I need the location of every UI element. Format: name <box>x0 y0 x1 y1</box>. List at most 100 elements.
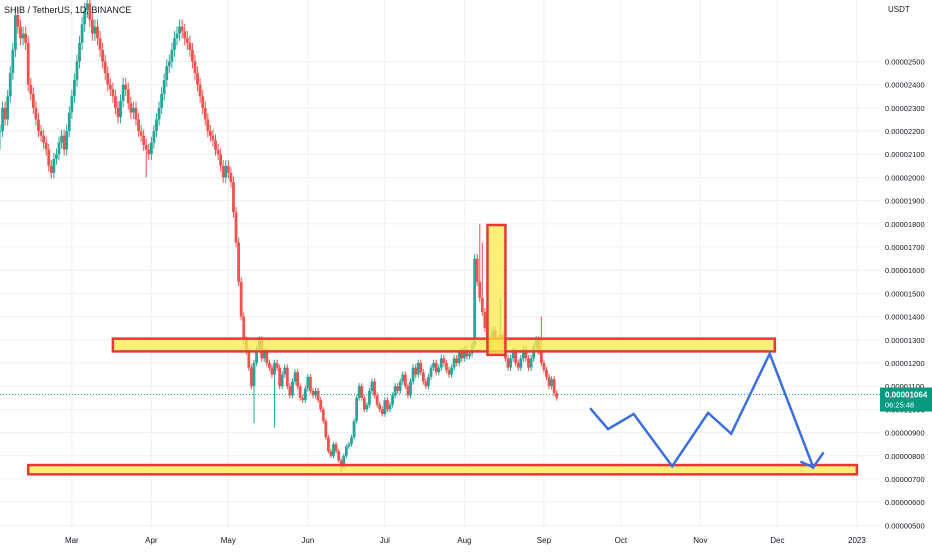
candle-body <box>414 367 418 375</box>
candle <box>250 364 253 390</box>
candle-body <box>6 96 10 120</box>
candle <box>132 101 135 119</box>
candle <box>147 143 151 161</box>
candle-body <box>52 158 56 173</box>
candle-body <box>203 107 207 120</box>
candle-body <box>214 140 217 150</box>
candle <box>352 418 356 440</box>
candle-body <box>224 165 228 178</box>
candle-body <box>365 404 369 410</box>
candle <box>373 378 376 399</box>
candle <box>180 19 184 39</box>
candle <box>421 369 425 385</box>
candle <box>144 139 148 178</box>
candle-body <box>108 84 112 90</box>
candle-body <box>121 84 125 101</box>
candle <box>191 42 194 69</box>
candle-body <box>519 358 523 368</box>
candle <box>49 160 53 179</box>
candle <box>411 364 415 385</box>
candle <box>334 441 338 454</box>
candle <box>316 387 320 404</box>
candle <box>326 434 330 454</box>
candle-body <box>255 349 258 363</box>
candle-body <box>44 142 48 150</box>
candle-body <box>468 353 471 357</box>
candle <box>445 359 448 374</box>
candle <box>273 359 276 428</box>
candle <box>26 35 30 92</box>
candle-body <box>555 393 559 398</box>
candle-body <box>542 362 546 370</box>
candle <box>3 101 7 126</box>
chart-title: SHIB / TetherUS, 1D, BINANCE <box>4 5 132 15</box>
candle <box>550 376 554 390</box>
candle <box>13 7 17 57</box>
y-tick-label: 0.00001600 <box>885 266 925 275</box>
candle <box>393 383 397 399</box>
candle <box>121 77 125 108</box>
candle-body <box>219 154 223 166</box>
candle <box>427 373 430 390</box>
candle-body <box>439 358 443 368</box>
candle-body <box>78 42 81 62</box>
candle <box>447 366 451 378</box>
candle-body <box>167 61 171 67</box>
candle <box>401 371 405 385</box>
candle <box>55 148 58 165</box>
candle-body <box>421 372 425 382</box>
candle <box>239 277 243 321</box>
candle <box>309 373 312 394</box>
y-tick-label: 0.00001500 <box>885 289 925 298</box>
candle <box>134 101 138 126</box>
candle-body <box>455 358 459 363</box>
candle-body <box>419 362 423 373</box>
candle-body <box>298 386 302 398</box>
candle <box>108 77 112 96</box>
candle-body <box>191 49 194 62</box>
candle-body <box>49 165 53 173</box>
candle <box>552 376 556 397</box>
candle-body <box>373 381 376 396</box>
candle-body <box>55 154 58 159</box>
candle-body <box>157 107 161 120</box>
candle-body <box>539 351 543 363</box>
candle <box>442 354 446 367</box>
candle <box>203 101 207 126</box>
candle-body <box>301 397 305 401</box>
candle <box>311 387 315 399</box>
candle <box>101 42 105 69</box>
candle-body <box>393 386 397 396</box>
candle <box>288 383 292 399</box>
x-tick-label: Apr <box>145 536 158 545</box>
candle-body <box>124 84 128 90</box>
candle <box>303 385 307 404</box>
x-tick-label: Mar <box>65 536 79 545</box>
projection-arrowhead <box>799 460 814 469</box>
candle <box>224 160 228 184</box>
candle <box>278 364 282 390</box>
candle-body <box>429 367 433 377</box>
candle-body <box>1 107 4 132</box>
candle-body <box>262 351 266 359</box>
candle-body <box>521 349 525 359</box>
candle <box>29 77 33 101</box>
candle-body <box>178 26 181 34</box>
candle-body <box>342 455 346 468</box>
candle-body <box>250 367 253 387</box>
candle-body <box>285 367 289 387</box>
candle-body <box>275 362 279 368</box>
candle-body <box>462 349 466 359</box>
candle-body <box>509 358 512 368</box>
candle-body <box>319 400 323 410</box>
candle-body <box>85 3 89 11</box>
y-tick-label: 0.00000700 <box>885 475 925 484</box>
candle-body <box>229 172 233 183</box>
candle-body <box>208 131 212 136</box>
candle-body <box>75 61 79 81</box>
candle-body <box>391 395 394 405</box>
candle <box>185 31 189 51</box>
candle <box>0 124 2 150</box>
candle-body <box>378 404 382 410</box>
